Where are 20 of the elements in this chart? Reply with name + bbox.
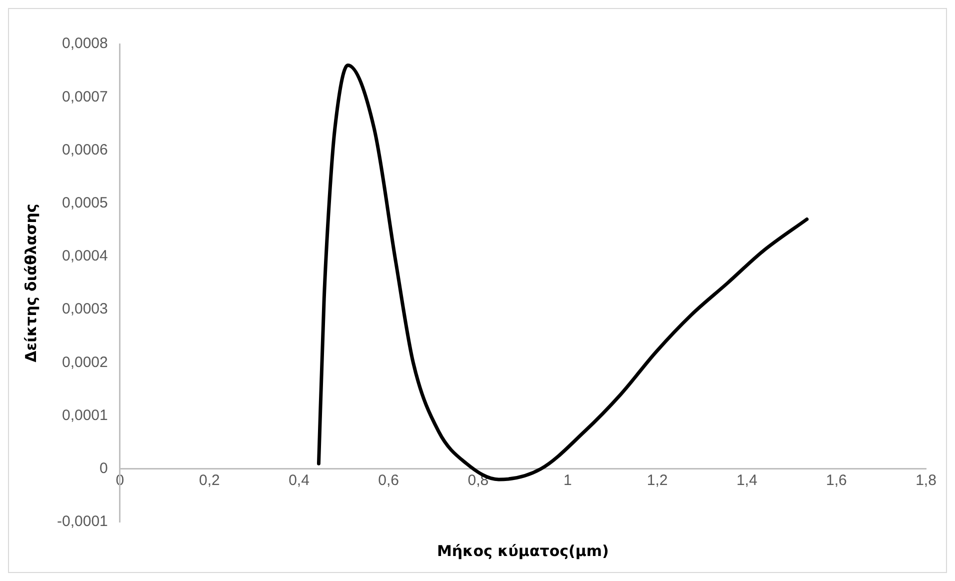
y-axis-title: Δείκτης διάθλασης xyxy=(22,204,40,362)
x-tick-label: 0,2 xyxy=(199,472,220,490)
x-tick-label: 1,6 xyxy=(826,472,847,490)
x-tick-label: 1,2 xyxy=(646,472,668,490)
y-tick-label: 0,0002 xyxy=(62,354,108,371)
x-tick-label: 0,4 xyxy=(288,472,310,490)
x-tick-label: 1,4 xyxy=(736,472,758,490)
y-tick-label: 0,0005 xyxy=(62,194,108,212)
x-tick-label: 0,6 xyxy=(378,472,400,490)
y-tick-label: 0,0004 xyxy=(62,248,108,265)
y-tick-label: 0 xyxy=(100,460,108,478)
x-tick-label: 1 xyxy=(564,472,572,490)
x-tick-label: 1,8 xyxy=(916,472,936,490)
y-tick-label: 0,0001 xyxy=(62,406,108,424)
y-tick-label: 0,0006 xyxy=(62,141,108,158)
y-tick-label: 0,0007 xyxy=(62,88,108,106)
y-tick-label: 0,0008 xyxy=(62,35,108,52)
y-tick-label: 0,0003 xyxy=(62,300,108,318)
x-axis-title: Μήκος κύματος(μm) xyxy=(436,542,609,560)
y-tick-label: -0,0001 xyxy=(57,513,108,530)
